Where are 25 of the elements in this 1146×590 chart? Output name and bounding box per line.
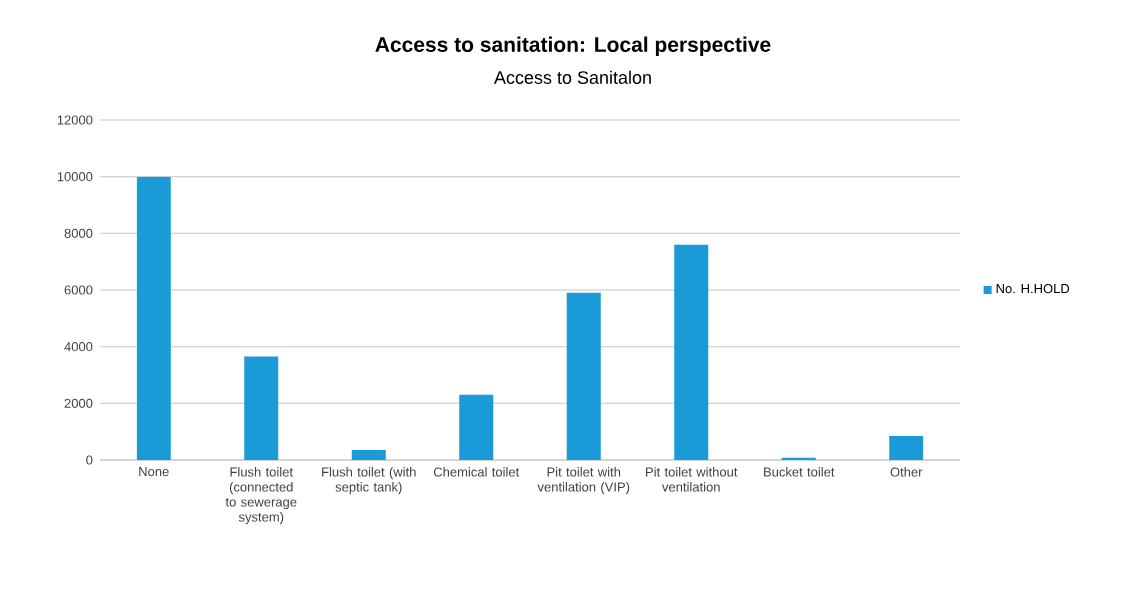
x-tick-label: Flush toilet (with septic tank) [322, 467, 416, 495]
y-tick-label: 2000 [64, 398, 93, 408]
x-tick-label: Pit toilet without ventilation [646, 467, 738, 492]
y-tick-label: 10000 [57, 172, 93, 182]
x-tick-label: Bucket toilet [764, 467, 835, 477]
chart-subtitle: Access to Sanitalon [493, 70, 651, 84]
x-tick-label: None [139, 467, 169, 477]
bar [351, 450, 386, 460]
bar [889, 435, 924, 460]
y-tick-label: 12000 [57, 115, 93, 125]
y-tick-label: 6000 [64, 285, 93, 295]
x-tick-label: Other [890, 467, 923, 477]
x-tick-label: Chemical toilet [433, 467, 520, 477]
bar [459, 394, 494, 460]
bar [244, 356, 279, 460]
x-tick-label: Flush toilet (connected to sewerage system) [225, 467, 297, 525]
chart-title: Access to sanitation: Local perspective [375, 36, 771, 57]
y-tick-label: 4000 [64, 342, 93, 352]
legend-label: No. H.HOLD [996, 283, 1070, 294]
y-tick-label: 0 [86, 455, 93, 465]
bar [674, 244, 709, 460]
bar [136, 176, 171, 460]
x-tick-label: Pit toilet with ventilation (VIP) [537, 467, 630, 495]
y-tick-label: 8000 [64, 228, 93, 238]
bar [566, 292, 601, 460]
